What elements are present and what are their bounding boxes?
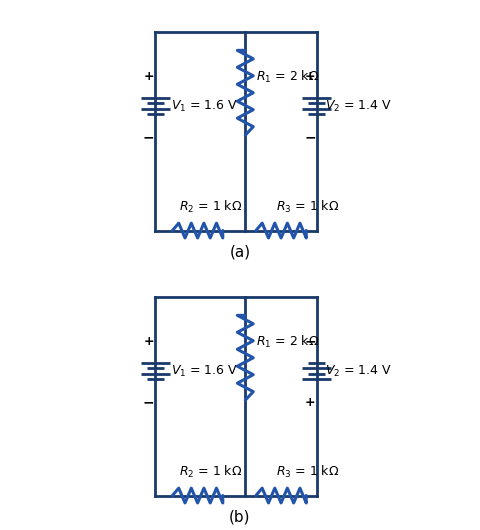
Text: +: + — [305, 70, 315, 83]
Text: (a): (a) — [229, 245, 251, 260]
Text: +: + — [143, 70, 154, 83]
Text: −: − — [304, 131, 316, 145]
Text: $R_1$ = 2 k$\Omega$: $R_1$ = 2 k$\Omega$ — [256, 334, 319, 350]
Text: $R_2$ = 1 k$\Omega$: $R_2$ = 1 k$\Omega$ — [179, 464, 242, 480]
Text: (b): (b) — [229, 510, 251, 525]
Text: $V_2$ = 1.4 V: $V_2$ = 1.4 V — [325, 99, 392, 113]
Text: $R_1$ = 2 k$\Omega$: $R_1$ = 2 k$\Omega$ — [256, 69, 319, 85]
Text: +: + — [143, 335, 154, 348]
Text: +: + — [305, 396, 315, 409]
Text: $R_3$ = 1 k$\Omega$: $R_3$ = 1 k$\Omega$ — [276, 199, 339, 215]
Text: $R_3$ = 1 k$\Omega$: $R_3$ = 1 k$\Omega$ — [276, 464, 339, 480]
Text: −: − — [304, 335, 316, 349]
Text: −: − — [143, 396, 155, 410]
Text: $R_2$ = 1 k$\Omega$: $R_2$ = 1 k$\Omega$ — [179, 199, 242, 215]
Text: $V_2$ = 1.4 V: $V_2$ = 1.4 V — [325, 364, 392, 378]
Text: −: − — [143, 131, 155, 145]
Text: $V_1$ = 1.6 V: $V_1$ = 1.6 V — [171, 364, 238, 378]
Text: $V_1$ = 1.6 V: $V_1$ = 1.6 V — [171, 99, 238, 113]
